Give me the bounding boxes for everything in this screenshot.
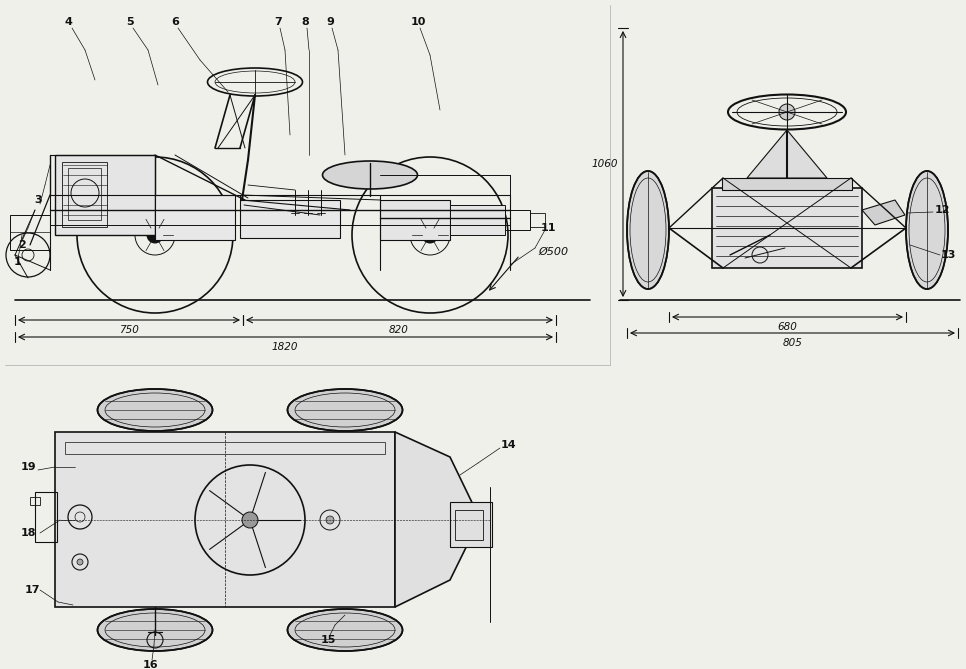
Text: 1: 1 <box>14 257 22 267</box>
Text: 805: 805 <box>783 338 803 348</box>
Text: 8: 8 <box>301 17 309 27</box>
Circle shape <box>779 104 795 120</box>
Text: 16: 16 <box>142 660 157 669</box>
Text: 1060: 1060 <box>592 159 618 169</box>
Ellipse shape <box>98 389 213 431</box>
Text: 3: 3 <box>34 195 42 205</box>
Polygon shape <box>862 200 905 225</box>
Bar <box>722 178 852 190</box>
Ellipse shape <box>906 171 948 289</box>
Text: 680: 680 <box>777 322 797 332</box>
Bar <box>55 155 155 235</box>
Text: 2: 2 <box>18 240 26 250</box>
Circle shape <box>326 516 334 524</box>
Text: 750: 750 <box>119 325 139 335</box>
Bar <box>30 497 40 505</box>
Bar <box>530 213 545 227</box>
Text: 10: 10 <box>411 17 426 27</box>
Ellipse shape <box>288 609 403 651</box>
Ellipse shape <box>98 609 213 651</box>
Bar <box>68 168 101 220</box>
Bar <box>450 502 492 547</box>
Polygon shape <box>747 130 827 178</box>
Bar <box>55 432 395 607</box>
Text: 9: 9 <box>327 17 334 27</box>
Text: Ø500: Ø500 <box>538 247 568 257</box>
Bar <box>35 492 57 542</box>
Text: 820: 820 <box>389 325 409 335</box>
Bar <box>712 188 862 268</box>
Ellipse shape <box>323 161 417 189</box>
Ellipse shape <box>288 389 403 431</box>
Text: 5: 5 <box>127 17 134 27</box>
Text: 6: 6 <box>171 17 179 27</box>
Text: 13: 13 <box>940 250 955 260</box>
Text: 14: 14 <box>500 440 516 450</box>
Text: 1820: 1820 <box>271 342 298 352</box>
Text: 4: 4 <box>64 17 71 27</box>
Bar <box>62 162 107 227</box>
Text: 18: 18 <box>20 528 36 538</box>
Bar <box>155 195 235 240</box>
Bar <box>450 205 505 235</box>
Text: 7: 7 <box>274 17 282 27</box>
Bar <box>65 442 385 454</box>
Bar <box>505 210 530 230</box>
Text: 15: 15 <box>321 635 336 645</box>
Circle shape <box>242 512 258 528</box>
Text: 11: 11 <box>540 223 555 233</box>
Bar <box>240 200 340 238</box>
Bar <box>380 200 450 240</box>
Bar <box>10 215 50 250</box>
Text: 19: 19 <box>20 462 36 472</box>
Circle shape <box>77 559 83 565</box>
Text: 17: 17 <box>24 585 40 595</box>
Ellipse shape <box>627 171 669 289</box>
Circle shape <box>422 227 438 243</box>
Bar <box>455 510 483 540</box>
Circle shape <box>147 227 163 243</box>
Polygon shape <box>395 432 480 607</box>
Text: 12: 12 <box>934 205 950 215</box>
